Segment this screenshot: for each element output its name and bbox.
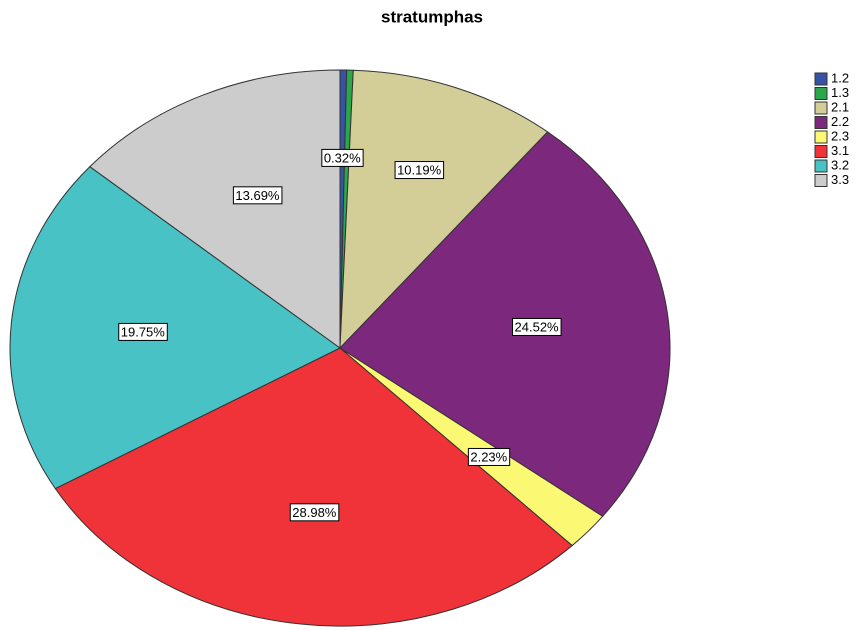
pie-slice [9, 166, 341, 490]
data-label-box [467, 447, 511, 466]
legend-label: 2.1 [831, 99, 849, 114]
data-label-box [118, 322, 168, 341]
data-label: 13.69% [235, 188, 280, 203]
legend-swatch [814, 101, 828, 115]
legend-swatch [814, 130, 828, 144]
legend-label: 1.3 [831, 85, 849, 100]
data-label-box [394, 161, 445, 180]
legend-swatch [814, 159, 828, 173]
legend-label: 3.2 [831, 157, 849, 172]
data-label: 28.98% [292, 505, 337, 520]
data-label: 2.23% [470, 449, 507, 464]
data-label: 24.52% [515, 319, 560, 334]
legend-swatch [814, 174, 828, 187]
data-label: 10.19% [397, 163, 442, 178]
legend-swatch [814, 72, 828, 86]
legend-swatch [814, 87, 828, 100]
data-label-box [232, 186, 283, 205]
pie-slice [339, 69, 549, 350]
chart-title: stratumphas [381, 7, 483, 26]
legend-label: 3.1 [831, 143, 849, 158]
data-label-box [321, 148, 364, 167]
data-label: 0.32% [324, 150, 361, 165]
legend-label: 2.3 [831, 128, 849, 143]
legend-swatch [814, 145, 828, 158]
data-label-box [289, 503, 340, 522]
legend-label: 3.3 [831, 172, 849, 187]
pie-slice [89, 69, 341, 349]
pie-slice [339, 131, 671, 517]
pie-slice [54, 347, 573, 627]
legend-swatch [814, 116, 828, 129]
data-label-box [512, 317, 562, 336]
legend-label: 1.2 [831, 70, 849, 85]
legend-label: 2.2 [831, 114, 849, 129]
data-label: 19.75% [121, 324, 166, 339]
